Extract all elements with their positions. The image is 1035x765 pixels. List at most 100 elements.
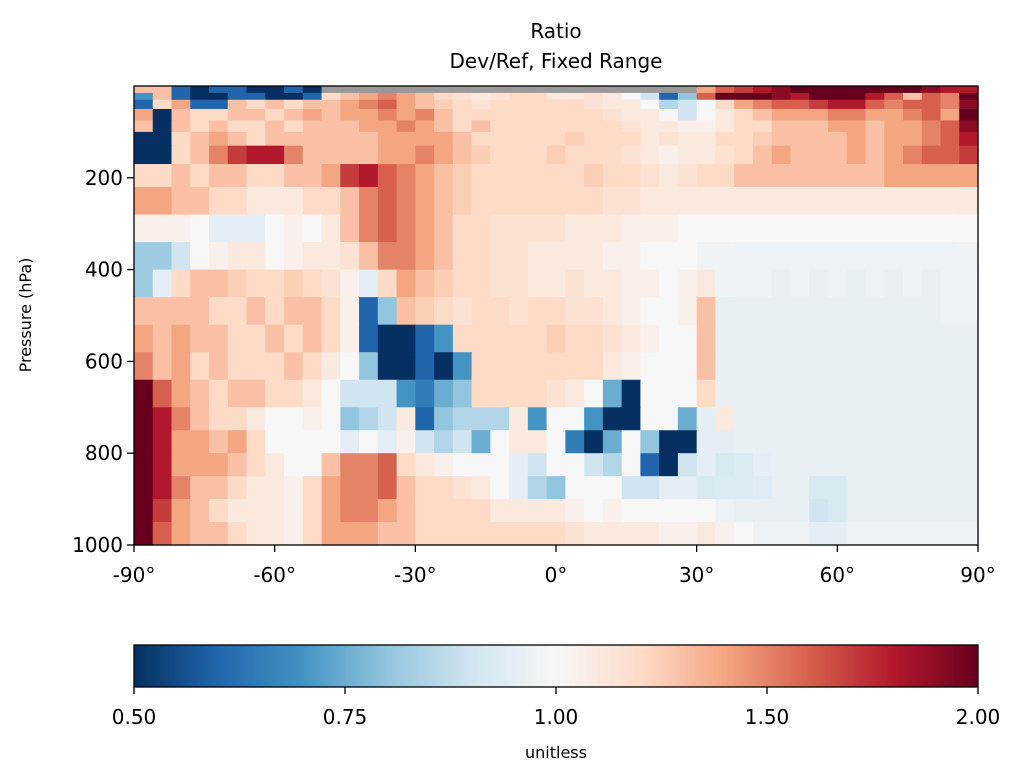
heatmap-cell [884,522,904,546]
heatmap-cell [396,145,416,165]
heatmap-cell [546,164,566,188]
heatmap-cell [827,297,848,326]
heatmap-cell [452,407,473,431]
heatmap-cell [752,269,773,298]
heatmap-cell [190,522,210,546]
heatmap-cell [752,476,773,500]
heatmap-cell [734,214,754,243]
heatmap-cell [715,186,735,216]
heatmap-cell [602,476,623,500]
heatmap-cell [246,92,266,101]
heatmap-cell [134,324,154,353]
heatmap-cell [790,352,810,381]
heatmap-cell [752,324,773,353]
heatmap-cell [490,476,510,500]
heatmap-cell [471,120,491,133]
heatmap-cell [340,86,360,94]
heatmap-cell [921,499,942,523]
heatmap-cell [302,379,323,408]
heatmap-cell [509,522,529,546]
heatmap-cell [546,499,566,523]
heatmap-cell [415,92,435,101]
heatmap-cell [602,499,623,523]
heatmap-cell [584,522,604,546]
heatmap-cell [415,324,435,353]
heatmap-cell [696,407,717,431]
heatmap-cell [865,324,885,353]
heatmap-cell [377,214,398,243]
heatmap-cell [584,269,604,298]
heatmap-cell [940,186,960,216]
heatmap-cell [209,99,229,110]
heatmap-cell [584,108,604,122]
heatmap-cell [171,297,191,326]
heatmap-cell [302,145,323,165]
heatmap-cell [621,186,641,216]
heatmap-cell [809,214,829,243]
heatmap-cell [902,145,923,165]
heatmap-cell [321,242,341,271]
heatmap-cell [940,108,960,122]
heatmap-cell [546,379,566,408]
heatmap-cell [621,214,641,243]
heatmap-cell [377,269,398,298]
heatmap-cell [396,86,416,94]
heatmap-cell [171,453,191,477]
heatmap-cell [209,269,229,298]
heatmap-cell [921,92,942,101]
heatmap-cell [265,352,285,381]
heatmap-cell [209,186,229,216]
heatmap-cell [509,164,529,188]
heatmap-cell [490,453,510,477]
heatmap-cell [284,108,304,122]
heatmap-cell [227,214,248,243]
heatmap-cell [715,324,735,353]
heatmap-cell [752,86,773,94]
heatmap-cell [827,214,848,243]
heatmap-cell [602,131,623,147]
heatmap-cell [696,145,717,165]
heatmap-cell [415,522,435,546]
x-tick-label: 0° [545,563,568,587]
heatmap-cell [396,92,416,101]
heatmap-cell [884,352,904,381]
heatmap-cell [134,499,154,523]
heatmap-cell [659,324,679,353]
heatmap-cell [959,269,979,298]
heatmap-cell [527,269,548,298]
heatmap-cell [602,145,623,165]
heatmap-cell [396,453,416,477]
heatmap-cell [959,407,979,431]
heatmap-cell [884,242,904,271]
heatmap-cell [490,145,510,165]
heatmap-cell [246,186,266,216]
heatmap-cell [546,99,566,110]
heatmap-cell [171,430,191,454]
heatmap-cell [265,297,285,326]
heatmap-cell [752,92,773,101]
heatmap-cell [677,214,698,243]
heatmap-cell [284,407,304,431]
heatmap-cell [359,522,379,546]
heatmap-cell [321,145,341,165]
heatmap-cell [227,108,248,122]
heatmap-cell [696,269,717,298]
heatmap-cell [734,186,754,216]
heatmap-cell [209,430,229,454]
heatmap-cell [415,99,435,110]
heatmap-cell [434,324,454,353]
heatmap-cell [865,92,885,101]
heatmap-cell [884,99,904,110]
heatmap-cell [509,99,529,110]
heatmap-cell [415,453,435,477]
heatmap-cell [340,214,360,243]
heatmap-cell [171,242,191,271]
heatmap-cell [227,499,248,523]
heatmap-cell [246,108,266,122]
heatmap-cell [190,407,210,431]
heatmap-cell [471,214,491,243]
heatmap-cell [284,430,304,454]
heatmap-cell [152,522,173,546]
heatmap-cell [827,108,848,122]
heatmap-cell [396,352,416,381]
